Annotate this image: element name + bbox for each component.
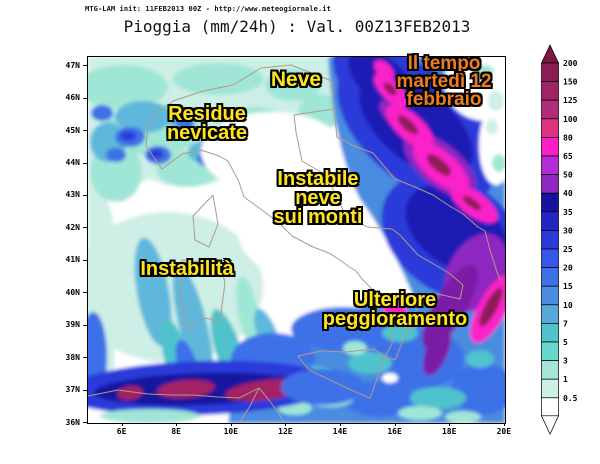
colorbar-band — [541, 304, 559, 324]
lat-tick-label: 45N — [65, 125, 80, 135]
colorbar-band — [541, 323, 559, 343]
colorbar-value: 65 — [563, 152, 573, 161]
lon-tick — [121, 423, 123, 426]
colorbar-value: 100 — [563, 115, 578, 124]
lat-tick-label: 47N — [65, 60, 80, 70]
lat-tick — [83, 227, 87, 229]
lon-tick-label: 16E — [387, 427, 402, 436]
colorbar-band — [541, 230, 559, 250]
colorbar-value: 30 — [563, 226, 573, 235]
lat-tick — [83, 422, 87, 424]
lon-tick — [285, 423, 287, 426]
colorbar-band — [541, 248, 559, 268]
lon-tick — [394, 423, 396, 426]
lat-tick — [83, 292, 87, 294]
lat-tick — [83, 194, 87, 196]
colorbar-value: 150 — [563, 78, 578, 87]
lon-tick-label: 8E — [171, 427, 181, 436]
lat-tick-label: 42N — [65, 222, 80, 232]
map-canvas — [88, 57, 505, 423]
colorbar-value: 7 — [563, 319, 568, 328]
lat-tick-label: 40N — [65, 287, 80, 297]
colorbar-band — [541, 118, 559, 138]
lon-tick-label: 6E — [116, 427, 127, 436]
colorbar-value: 5 — [563, 338, 568, 347]
colorbar-band — [541, 155, 559, 175]
colorbar-band — [541, 267, 559, 287]
colorbar-value: 25 — [563, 245, 573, 254]
colorbar-band — [541, 137, 559, 157]
precipitation-map — [87, 56, 506, 424]
latitude-axis: 47N 46N 45N 44N 43N 42N 41N 40N 39N 38N 37N 36N — [56, 57, 87, 427]
colorbar-value: 3 — [563, 357, 568, 366]
colorbar-band — [541, 285, 559, 306]
lat-tick-label: 37N — [65, 385, 80, 395]
model-init-line: MTG-LAM init: 11FEB2013 00Z - http://www… — [85, 5, 331, 13]
colorbar-value: 1 — [563, 375, 568, 384]
lat-tick-label: 44N — [65, 158, 80, 167]
lat-tick-label: 36N — [65, 417, 80, 427]
colorbar: 200 150 125 100 80 65 50 40 35 30 25 20 15 10 7 5 3 1 0.5 — [540, 44, 589, 436]
colorbar-value: 15 — [563, 282, 573, 291]
lon-tick-label: 18E — [441, 427, 457, 436]
colorbar-svg: 200 150 125 100 80 65 50 40 35 30 25 20 15 10 7 5 3 1 0.5 — [540, 44, 578, 435]
lon-tick — [449, 423, 451, 426]
colorbar-value: 50 — [563, 171, 573, 180]
colorbar-band — [541, 99, 559, 120]
lon-tick — [503, 423, 505, 426]
lon-tick — [340, 423, 341, 426]
colorbar-down-arrow — [540, 415, 560, 435]
lat-tick — [83, 259, 87, 261]
colorbar-band — [541, 211, 559, 231]
colorbar-band — [541, 62, 559, 82]
colorbar-band — [541, 341, 559, 361]
lon-tick — [176, 423, 178, 426]
lon-tick-label: 12E — [278, 427, 293, 436]
coastlines — [88, 64, 501, 423]
colorbar-band — [541, 360, 559, 380]
lon-tick-label: 10E — [223, 427, 239, 436]
colorbar-band — [541, 397, 559, 417]
colorbar-value: 10 — [563, 301, 573, 310]
colorbar-band — [541, 378, 559, 399]
page-title: Pioggia (mm/24h) : Val. 00Z13FEB2013 — [123, 17, 471, 36]
lat-tick-label: 39N — [65, 320, 80, 330]
colorbar-value: 125 — [563, 96, 578, 105]
lat-tick — [83, 162, 87, 164]
colorbar-band — [541, 192, 559, 213]
lon-tick-label: 14E — [332, 427, 348, 436]
lat-tick-label: 41N — [65, 255, 80, 265]
lon-tick-label: 20E — [496, 427, 512, 436]
lat-tick-label: 38N — [65, 352, 80, 362]
lat-tick — [83, 324, 87, 326]
colorbar-band — [541, 174, 559, 194]
lat-tick — [83, 65, 87, 67]
lat-tick — [83, 357, 87, 359]
lon-tick — [230, 423, 232, 426]
colorbar-value: 20 — [563, 264, 573, 273]
colorbar-value: 40 — [563, 189, 573, 198]
colorbar-value: 200 — [563, 59, 578, 68]
colorbar-up-arrow — [540, 44, 560, 64]
colorbar-value: 35 — [563, 208, 573, 217]
longitude-axis: 6E 8E 10E 12E 14E 16E 18E 20E — [88, 423, 511, 439]
colorbar-value: 80 — [563, 133, 573, 142]
colorbar-value: 0.5 — [563, 394, 578, 403]
colorbar-band — [541, 81, 559, 101]
lat-tick-label: 46N — [65, 93, 80, 103]
lat-tick-label: 43N — [65, 190, 80, 200]
lat-tick — [83, 389, 87, 391]
lat-tick — [83, 130, 87, 131]
lat-tick — [83, 97, 87, 99]
